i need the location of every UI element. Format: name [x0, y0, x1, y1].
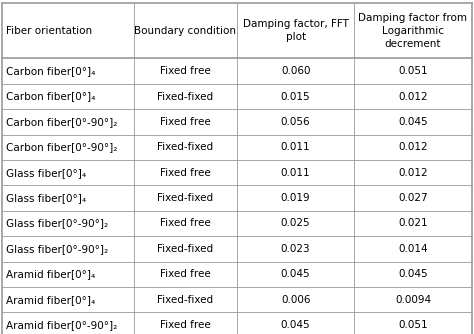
Text: Fixed-fixed: Fixed-fixed [157, 142, 213, 152]
Text: 0.025: 0.025 [281, 218, 310, 228]
Text: Carbon fiber[0°-90°]₂: Carbon fiber[0°-90°]₂ [6, 142, 118, 152]
Text: 0.027: 0.027 [398, 193, 428, 203]
Text: Fiber orientation: Fiber orientation [6, 26, 92, 36]
Text: Fixed free: Fixed free [160, 117, 211, 127]
Text: 0.060: 0.060 [281, 66, 310, 76]
Text: 0.045: 0.045 [398, 117, 428, 127]
Text: Fixed-fixed: Fixed-fixed [157, 244, 213, 254]
Text: Fixed free: Fixed free [160, 320, 211, 330]
Text: 0.012: 0.012 [398, 168, 428, 178]
Text: 0.012: 0.012 [398, 142, 428, 152]
Text: 0.0094: 0.0094 [395, 295, 431, 305]
Text: Aramid fiber[0°-90°]₂: Aramid fiber[0°-90°]₂ [6, 320, 118, 330]
Text: Glass fiber[0°]₄: Glass fiber[0°]₄ [6, 168, 86, 178]
Text: Glass fiber[0°]₄: Glass fiber[0°]₄ [6, 193, 86, 203]
Text: Fixed free: Fixed free [160, 66, 211, 76]
Text: 0.014: 0.014 [398, 244, 428, 254]
Text: 0.011: 0.011 [281, 168, 310, 178]
Text: 0.021: 0.021 [398, 218, 428, 228]
Text: 0.023: 0.023 [281, 244, 310, 254]
Text: 0.019: 0.019 [281, 193, 310, 203]
Text: Damping factor from
Logarithmic
decrement: Damping factor from Logarithmic decremen… [358, 13, 467, 49]
Text: Damping factor, FFT
plot: Damping factor, FFT plot [243, 19, 348, 42]
Text: 0.011: 0.011 [281, 142, 310, 152]
Text: Carbon fiber[0°]₄: Carbon fiber[0°]₄ [6, 66, 96, 76]
Text: 0.045: 0.045 [398, 269, 428, 279]
Text: 0.051: 0.051 [398, 320, 428, 330]
Text: Fixed free: Fixed free [160, 168, 211, 178]
Text: Fixed free: Fixed free [160, 269, 211, 279]
Text: 0.012: 0.012 [398, 92, 428, 102]
Text: 0.015: 0.015 [281, 92, 310, 102]
Text: 0.006: 0.006 [281, 295, 310, 305]
Text: Aramid fiber[0°]₄: Aramid fiber[0°]₄ [6, 269, 95, 279]
Text: Glass fiber[0°-90°]₂: Glass fiber[0°-90°]₂ [6, 244, 108, 254]
Text: 0.045: 0.045 [281, 269, 310, 279]
Text: Fixed-fixed: Fixed-fixed [157, 193, 213, 203]
Text: 0.045: 0.045 [281, 320, 310, 330]
Text: Boundary condition: Boundary condition [135, 26, 237, 36]
Text: Fixed free: Fixed free [160, 218, 211, 228]
Text: Aramid fiber[0°]₄: Aramid fiber[0°]₄ [6, 295, 95, 305]
Text: 0.051: 0.051 [398, 66, 428, 76]
Text: 0.056: 0.056 [281, 117, 310, 127]
Text: Glass fiber[0°-90°]₂: Glass fiber[0°-90°]₂ [6, 218, 108, 228]
Text: Carbon fiber[0°]₄: Carbon fiber[0°]₄ [6, 92, 96, 102]
Text: Fixed-fixed: Fixed-fixed [157, 92, 213, 102]
Text: Carbon fiber[0°-90°]₂: Carbon fiber[0°-90°]₂ [6, 117, 118, 127]
Text: Fixed-fixed: Fixed-fixed [157, 295, 213, 305]
